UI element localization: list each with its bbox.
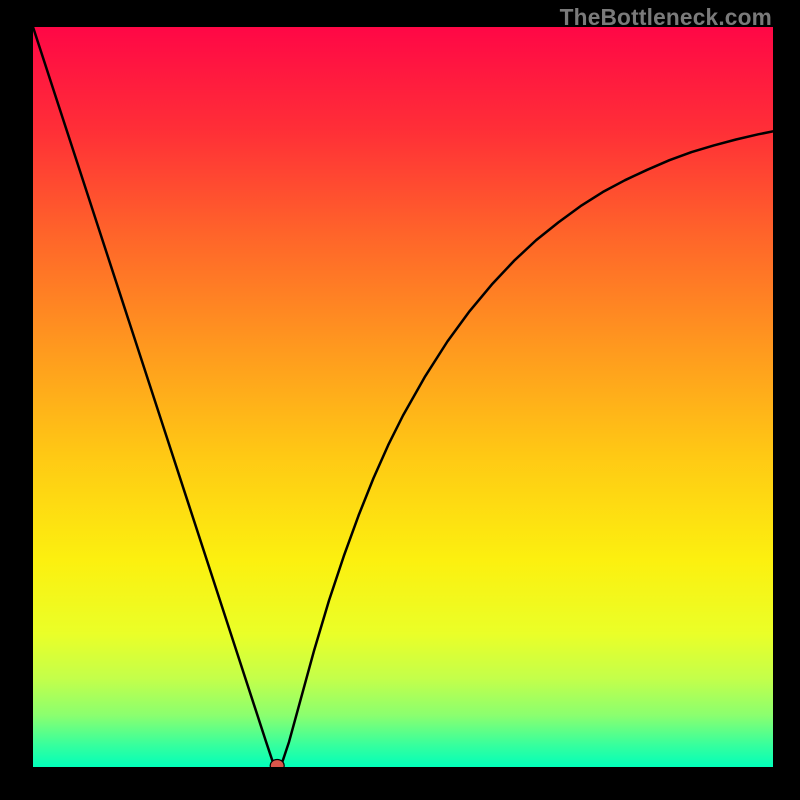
minimum-marker: [270, 760, 284, 767]
plot-area: [33, 27, 773, 767]
watermark-text: TheBottleneck.com: [560, 4, 772, 31]
v-curve: [33, 27, 773, 766]
curve-layer: [33, 27, 773, 767]
figure-container: { "figure": { "width_px": 800, "height_p…: [0, 0, 800, 800]
